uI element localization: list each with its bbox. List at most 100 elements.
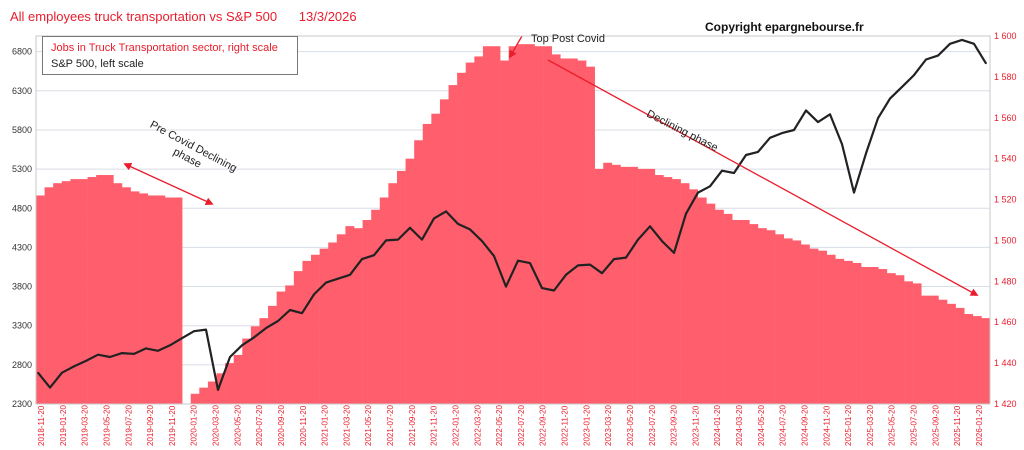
x-tick-label: 2025-09-20 (931, 405, 940, 446)
y-left-tick-label: 5300 (12, 164, 32, 174)
sp500-point (517, 259, 519, 262)
sp500-point (337, 277, 339, 280)
jobs-bar (164, 197, 174, 404)
sp500-point (49, 386, 51, 389)
jobs-bar (207, 381, 217, 404)
sp500-point (73, 365, 75, 368)
jobs-bar (87, 177, 97, 404)
jobs-bar (672, 179, 681, 404)
jobs-bar (233, 354, 243, 404)
jobs-bar (895, 275, 905, 404)
jobs-bar (818, 250, 828, 404)
jobs-bar (242, 338, 252, 404)
x-tick-label: 2025-11-20 (953, 405, 962, 446)
jobs-bar (577, 60, 587, 405)
jobs-bar (637, 168, 647, 404)
sp500-point (85, 360, 87, 362)
jobs-bar (757, 228, 767, 404)
jobs-bar (646, 168, 656, 404)
x-tick-label: 2018-11-20 (37, 405, 46, 446)
x-tick-label: 2021-01-20 (321, 405, 330, 446)
jobs-bar (886, 273, 896, 404)
sp500-point (973, 43, 975, 45)
jobs-bar (921, 295, 931, 404)
sp500-point (181, 337, 183, 340)
jobs-bar (302, 260, 312, 404)
sp500-point (481, 240, 483, 242)
jobs-bar (130, 191, 140, 404)
jobs-bar (250, 326, 260, 404)
y-left-tick-label: 2300 (12, 399, 32, 409)
sp500-point (865, 152, 867, 155)
jobs-bar (783, 238, 793, 404)
jobs-bar (629, 166, 638, 404)
sp500-point (733, 172, 735, 174)
jobs-bar (714, 209, 724, 404)
x-tick-label: 2024-07-20 (779, 405, 788, 446)
x-tick-label: 2024-09-20 (800, 405, 809, 446)
sp500-point (373, 254, 375, 257)
sp500-point (985, 62, 987, 65)
x-tick-label: 2021-05-20 (364, 405, 373, 446)
x-tick-label: 2022-01-20 (451, 405, 460, 446)
jobs-bar (981, 318, 991, 404)
jobs-bar (354, 228, 363, 404)
sp500-point (253, 336, 255, 339)
jobs-bar (792, 240, 802, 404)
sp500-point (589, 263, 591, 266)
x-tick-label: 2025-05-20 (888, 405, 897, 446)
jobs-bar (775, 234, 785, 404)
x-tick-label: 2022-11-20 (561, 405, 570, 446)
sp500-point (745, 154, 747, 156)
sp500-point (673, 252, 675, 254)
x-tick-label: 2024-03-20 (735, 405, 744, 446)
jobs-bar (517, 44, 527, 405)
sp500-point (661, 240, 663, 242)
sp500-point (265, 327, 267, 329)
x-tick-label: 2019-07-20 (124, 405, 133, 446)
x-tick-label: 2023-03-20 (604, 405, 613, 446)
jobs-bar (268, 305, 277, 404)
sp500-point (949, 43, 951, 45)
jobs-bar (396, 170, 406, 404)
jobs-bar (139, 193, 149, 404)
sp500-point (217, 389, 219, 391)
jobs-bar (336, 234, 346, 404)
jobs-bar (732, 220, 742, 404)
jobs-bar (311, 254, 320, 404)
pre-covid-arrow (123, 163, 214, 205)
x-tick-label: 2023-11-20 (691, 405, 700, 446)
sp500-point (37, 371, 39, 374)
sp500-point (889, 97, 891, 100)
jobs-bar (835, 258, 845, 404)
sp500-point (109, 356, 111, 358)
sp500-point (601, 272, 603, 275)
sp500-point (133, 353, 135, 355)
sp500-point (121, 352, 123, 354)
sp500-point (613, 258, 615, 260)
trend-arrows (123, 35, 979, 296)
jobs-bar (955, 307, 965, 404)
x-tick-label: 2022-05-20 (495, 405, 504, 446)
y-left-tick-label: 6800 (12, 47, 32, 57)
jobs-bars (36, 44, 991, 405)
jobs-bar (199, 387, 209, 404)
sp500-line (37, 38, 987, 391)
x-tick-label: 2021-09-20 (408, 405, 417, 446)
y-right-tick-label: 1 440 (994, 358, 1017, 368)
jobs-bar (706, 203, 716, 404)
jobs-bar (663, 177, 673, 404)
legend: Jobs in Truck Transportation sector, rig… (42, 36, 298, 75)
jobs-bar (680, 183, 690, 404)
x-tick-label: 2025-01-20 (844, 405, 853, 446)
y-left-tick-label: 4300 (12, 242, 32, 252)
x-tick-label: 2019-01-20 (59, 405, 68, 446)
y-right-tick-label: 1 480 (994, 276, 1017, 286)
sp500-point (277, 320, 279, 322)
sp500-point (913, 74, 915, 76)
jobs-bar (362, 220, 372, 404)
y-right-tick-label: 1 460 (994, 317, 1017, 327)
sp500-point (877, 117, 879, 120)
sp500-point (685, 212, 687, 215)
x-tick-label: 2019-03-20 (81, 405, 90, 446)
